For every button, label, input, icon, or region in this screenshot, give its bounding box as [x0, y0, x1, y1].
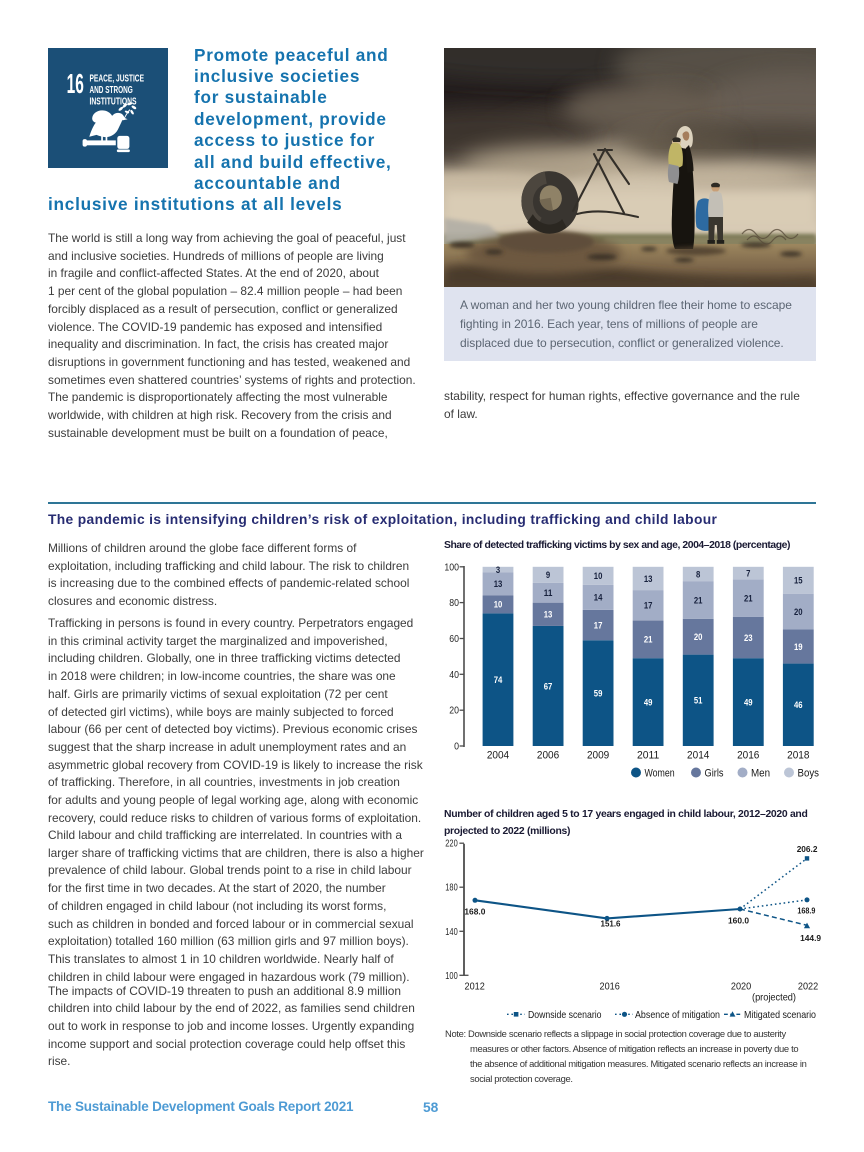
- svg-text:2009: 2009: [587, 750, 609, 762]
- svg-text:13: 13: [644, 574, 653, 584]
- svg-text:140: 140: [445, 927, 458, 938]
- svg-text:151.6: 151.6: [601, 919, 621, 929]
- svg-text:17: 17: [644, 601, 653, 611]
- svg-text:19: 19: [794, 642, 803, 652]
- svg-text:59: 59: [594, 688, 603, 698]
- svg-text:16: 16: [67, 68, 84, 99]
- svg-text:11: 11: [544, 588, 553, 598]
- svg-text:13: 13: [544, 610, 553, 620]
- svg-text:7: 7: [746, 568, 750, 578]
- svg-text:46: 46: [794, 700, 803, 710]
- svg-text:Women: Women: [645, 767, 675, 779]
- svg-text:2020: 2020: [731, 981, 751, 992]
- svg-text:80: 80: [449, 598, 459, 609]
- svg-text:2011: 2011: [637, 750, 659, 762]
- svg-text:20: 20: [449, 706, 459, 717]
- svg-text:160.0: 160.0: [728, 916, 749, 926]
- svg-text:15: 15: [794, 576, 803, 586]
- svg-text:100: 100: [444, 562, 459, 573]
- svg-text:2012: 2012: [465, 981, 485, 992]
- svg-text:100: 100: [445, 971, 458, 982]
- svg-text:2022: 2022: [798, 981, 818, 992]
- svg-text:2006: 2006: [537, 750, 559, 762]
- svg-text:49: 49: [744, 697, 753, 707]
- svg-text:23: 23: [744, 633, 753, 643]
- svg-text:2004: 2004: [487, 750, 509, 762]
- svg-text:2018: 2018: [787, 750, 809, 762]
- svg-text:40: 40: [449, 670, 459, 681]
- svg-text:21: 21: [694, 595, 703, 605]
- svg-text:51: 51: [694, 696, 703, 706]
- svg-text:20: 20: [694, 632, 703, 642]
- svg-text:2014: 2014: [687, 750, 709, 762]
- svg-text:21: 21: [744, 593, 753, 603]
- svg-text:INSTITUTIONS: INSTITUTIONS: [90, 96, 137, 107]
- svg-text:PEACE, JUSTICE: PEACE, JUSTICE: [90, 73, 145, 84]
- svg-text:Mitigated scenario: Mitigated scenario: [744, 1010, 816, 1021]
- svg-text:(projected): (projected): [752, 993, 796, 1004]
- svg-text:9: 9: [546, 570, 550, 580]
- svg-text:Girls: Girls: [705, 767, 724, 779]
- svg-text:74: 74: [494, 675, 503, 685]
- svg-text:220: 220: [445, 839, 458, 850]
- svg-text:67: 67: [544, 681, 553, 691]
- svg-text:21: 21: [644, 635, 653, 645]
- svg-text:0: 0: [454, 742, 459, 753]
- svg-text:2016: 2016: [737, 750, 759, 762]
- svg-text:Downside scenario: Downside scenario: [528, 1010, 602, 1021]
- svg-text:AND STRONG: AND STRONG: [90, 85, 133, 96]
- svg-text:10: 10: [594, 571, 603, 581]
- svg-text:206.2: 206.2: [797, 844, 818, 854]
- svg-text:Men: Men: [751, 767, 770, 779]
- svg-text:Absence of mitigation: Absence of mitigation: [635, 1010, 720, 1021]
- svg-text:180: 180: [445, 883, 458, 894]
- svg-text:14: 14: [594, 593, 603, 603]
- svg-text:60: 60: [449, 634, 459, 645]
- svg-text:17: 17: [594, 620, 603, 630]
- svg-text:168.0: 168.0: [464, 907, 485, 917]
- svg-text:13: 13: [494, 579, 503, 589]
- svg-text:168.9: 168.9: [797, 906, 815, 916]
- svg-text:3: 3: [496, 565, 500, 575]
- svg-text:144.9: 144.9: [800, 933, 821, 943]
- svg-text:20: 20: [794, 607, 803, 617]
- svg-text:2016: 2016: [600, 981, 620, 992]
- svg-text:Boys: Boys: [798, 767, 820, 779]
- svg-text:49: 49: [644, 697, 653, 707]
- svg-text:10: 10: [494, 600, 503, 610]
- svg-text:8: 8: [696, 569, 700, 579]
